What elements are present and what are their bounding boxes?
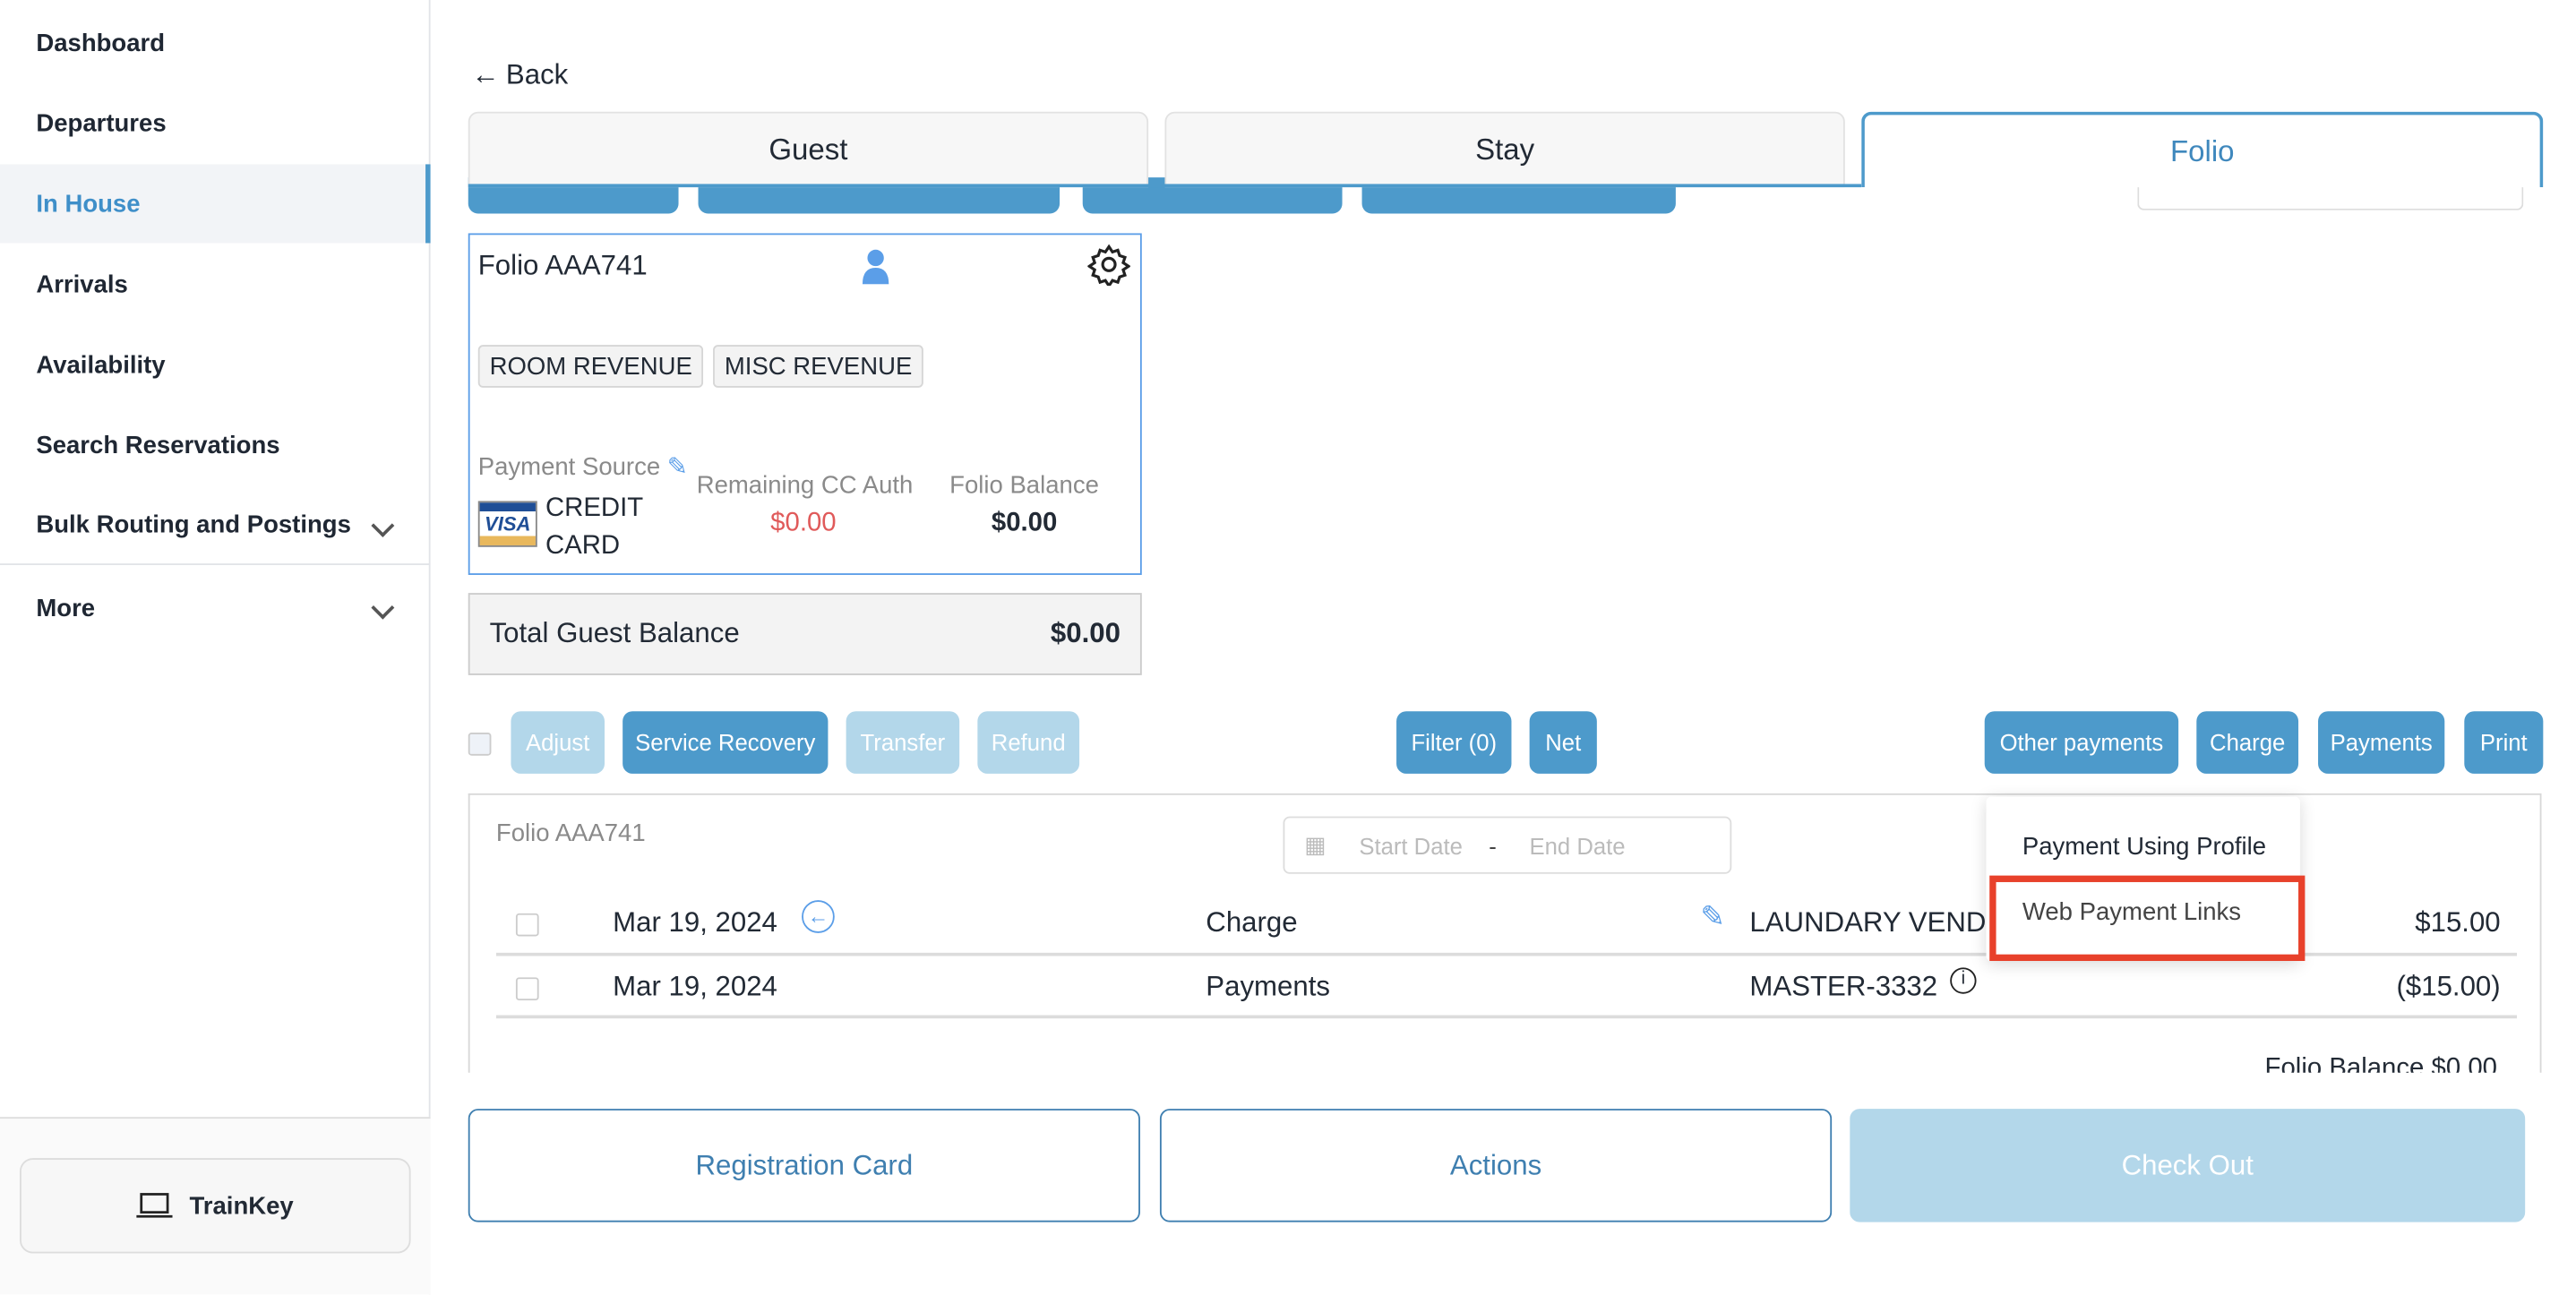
row-date: Mar 19, 2024 <box>613 971 777 1002</box>
menu-item-label: Web Payment Links <box>2022 898 2242 927</box>
laptop-icon <box>136 1193 174 1218</box>
end-date-input[interactable]: End Date <box>1529 832 1626 859</box>
label: In House <box>36 189 141 219</box>
table-row[interactable]: Mar 19, 2024 ← Charge ✎ LAUNDARY VENDING… <box>495 890 2517 956</box>
label: Bulk Routing and Postings <box>36 510 351 539</box>
row-description: MASTER-3332 <box>1749 971 1938 1002</box>
ledger-title: Folio AAA741 <box>495 819 646 848</box>
tab-label: Folio <box>2169 133 2235 167</box>
actions-button[interactable]: Actions <box>1159 1109 1833 1222</box>
adjust-button[interactable]: Adjust <box>511 711 605 774</box>
sidebar-item-departures[interactable]: Departures <box>0 84 431 163</box>
back-link[interactable]: ← Back <box>471 59 568 92</box>
select-all-checkbox[interactable] <box>468 733 492 756</box>
row-date: Mar 19, 2024 <box>613 906 777 939</box>
other-payments-button[interactable]: Other payments <box>1984 711 2179 774</box>
label: Departures <box>36 108 167 138</box>
payment-source-value: CREDIT CARD <box>545 494 643 561</box>
row-type: Charge <box>1206 906 1298 939</box>
registration-card-button[interactable]: Registration Card <box>468 1109 1140 1222</box>
remaining-cc-auth-value: $0.00 <box>770 509 837 537</box>
menu-item-payment-using-profile[interactable]: Payment Using Profile <box>2022 832 2267 862</box>
tag-room-revenue: ROOM REVENUE <box>477 345 704 388</box>
sidebar-item-dashboard[interactable]: Dashboard <box>0 4 431 82</box>
tag-misc-revenue: MISC REVENUE <box>713 345 924 388</box>
ledger-footer: Folio Balance $0.00 <box>2264 1054 2497 1073</box>
hidden-select[interactable] <box>2137 177 2524 210</box>
folio-balance-value: $0.00 <box>991 509 1058 537</box>
label: Arrivals <box>36 270 128 298</box>
other-payments-dropdown: Payment Using Profile Web Payment Links <box>1986 796 2306 962</box>
sidebar-item-bulk-routing[interactable]: Bulk Routing and Postings <box>0 486 431 565</box>
total-label: Total Guest Balance <box>489 617 740 649</box>
tab-underline <box>468 184 1862 188</box>
start-date-input[interactable]: Start Date <box>1359 832 1463 859</box>
label: More <box>36 594 96 622</box>
label: Dashboard <box>36 29 166 57</box>
payments-button[interactable]: Payments <box>2318 711 2445 774</box>
tab-stay[interactable]: Stay <box>1164 111 1845 188</box>
chevron-down-icon <box>371 596 395 620</box>
service-recovery-button[interactable]: Service Recovery <box>623 711 829 774</box>
filter-button[interactable]: Filter (0) <box>1396 711 1512 774</box>
sidebar-item-arrivals[interactable]: Arrivals <box>0 244 431 323</box>
folio-title: Folio AAA741 <box>477 249 648 281</box>
row-type: Payments <box>1206 971 1330 1002</box>
refund-button[interactable]: Refund <box>977 711 1080 774</box>
tab-label: Guest <box>769 132 848 166</box>
folio-balance-label: Folio Balance <box>949 471 1099 500</box>
label: Availability <box>36 350 166 379</box>
tab-folio[interactable]: Folio <box>1861 111 2544 188</box>
remaining-cc-auth-label: Remaining CC Auth <box>696 471 914 500</box>
trainkey-label: TrainKey <box>189 1191 294 1220</box>
chevron-down-icon <box>371 513 395 536</box>
arrow-left-icon: ← <box>471 59 500 90</box>
transfer-button[interactable]: Transfer <box>846 711 960 774</box>
sidebar: Dashboard Departures In House Arrivals A… <box>0 0 431 1295</box>
info-icon[interactable]: i <box>1950 967 1977 994</box>
ledger-panel: Folio AAA741 ▦ Start Date - End Date Mar… <box>468 793 2542 1073</box>
tab-guest[interactable]: Guest <box>468 111 1149 188</box>
sidebar-item-search-reservations[interactable]: Search Reservations <box>0 406 431 485</box>
arrow-left-circle-icon[interactable]: ← <box>802 900 835 933</box>
label: Search Reservations <box>36 431 280 459</box>
gear-icon[interactable] <box>1087 243 1130 287</box>
net-button[interactable]: Net <box>1529 711 1597 774</box>
calendar-icon: ▦ <box>1304 831 1327 858</box>
charge-button[interactable]: Charge <box>2196 711 2299 774</box>
sidebar-item-availability[interactable]: Availability <box>0 325 431 404</box>
check-out-button[interactable]: Check Out <box>1850 1109 2526 1222</box>
menu-item-web-payment-links[interactable]: Web Payment Links <box>1989 875 2306 962</box>
payment-source-label: Payment Source ✎ <box>477 453 688 482</box>
tab-label: Stay <box>1475 132 1535 166</box>
back-label: Back <box>505 59 569 90</box>
visa-card-icon: VISA <box>477 501 537 547</box>
row-amount: ($15.00) <box>2396 971 2501 1002</box>
print-button[interactable]: Print <box>2464 711 2544 774</box>
folio-card[interactable]: Folio AAA741 ROOM REVENUE MISC REVENUE P… <box>468 233 1142 575</box>
trainkey-button[interactable]: TrainKey <box>20 1158 411 1254</box>
table-row[interactable]: Mar 19, 2024 Payments MASTER-3332 i ($15… <box>495 956 2517 1019</box>
total-guest-balance: Total Guest Balance $0.00 <box>468 593 1142 675</box>
separator: - <box>1489 832 1497 859</box>
row-checkbox[interactable] <box>515 913 539 937</box>
row-checkbox[interactable] <box>515 977 539 1001</box>
total-value: $0.00 <box>1050 617 1121 649</box>
edit-icon[interactable]: ✎ <box>666 453 688 482</box>
row-amount: $15.00 <box>2415 906 2501 939</box>
edit-icon[interactable]: ✎ <box>1700 900 1726 933</box>
date-range-input[interactable]: ▦ Start Date - End Date <box>1283 816 1732 874</box>
sidebar-item-in-house[interactable]: In House <box>0 164 431 244</box>
sidebar-item-more[interactable]: More <box>0 569 431 648</box>
user-icon[interactable] <box>861 248 890 285</box>
